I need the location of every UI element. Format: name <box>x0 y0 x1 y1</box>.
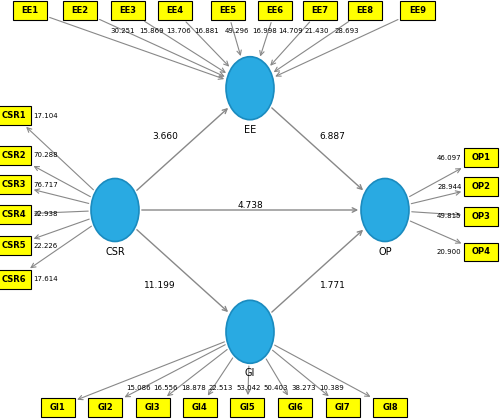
Ellipse shape <box>91 178 139 242</box>
FancyBboxPatch shape <box>0 270 31 289</box>
Text: OP3: OP3 <box>472 212 490 221</box>
Text: 49.296: 49.296 <box>224 28 249 34</box>
FancyBboxPatch shape <box>0 146 31 165</box>
FancyBboxPatch shape <box>158 1 192 20</box>
Text: GI7: GI7 <box>334 403 350 412</box>
Text: 22.938: 22.938 <box>34 211 58 217</box>
Text: 13.706: 13.706 <box>166 28 192 34</box>
Text: OP4: OP4 <box>472 247 490 257</box>
Text: 20.900: 20.900 <box>437 249 462 255</box>
FancyBboxPatch shape <box>210 1 244 20</box>
Text: OP1: OP1 <box>472 153 490 162</box>
Text: EE2: EE2 <box>72 6 88 15</box>
FancyBboxPatch shape <box>230 398 264 417</box>
Text: EE9: EE9 <box>409 6 426 15</box>
Text: EE1: EE1 <box>22 6 38 15</box>
Text: 22.513: 22.513 <box>209 385 233 391</box>
FancyBboxPatch shape <box>303 1 337 20</box>
Text: EE8: EE8 <box>356 6 374 15</box>
Text: EE: EE <box>244 125 256 135</box>
Text: CSR3: CSR3 <box>2 180 26 189</box>
Text: 4.738: 4.738 <box>237 201 263 210</box>
Text: 21.430: 21.430 <box>304 28 329 34</box>
Text: 53.042: 53.042 <box>236 385 260 391</box>
Text: 16.998: 16.998 <box>252 28 277 34</box>
Text: 10.389: 10.389 <box>319 385 344 391</box>
Ellipse shape <box>226 57 274 120</box>
Text: GI2: GI2 <box>97 403 113 412</box>
Text: 16.556: 16.556 <box>154 385 178 391</box>
FancyBboxPatch shape <box>13 1 47 20</box>
Text: 15.086: 15.086 <box>126 385 150 391</box>
FancyBboxPatch shape <box>88 398 122 417</box>
FancyBboxPatch shape <box>0 236 31 255</box>
FancyBboxPatch shape <box>326 398 360 417</box>
Text: 11.199: 11.199 <box>144 281 176 290</box>
FancyBboxPatch shape <box>110 1 144 20</box>
Text: CSR6: CSR6 <box>2 275 26 284</box>
Text: EE4: EE4 <box>166 6 184 15</box>
Text: OP: OP <box>378 247 392 257</box>
Ellipse shape <box>361 178 409 242</box>
FancyBboxPatch shape <box>464 148 498 167</box>
Text: 28.693: 28.693 <box>335 28 359 34</box>
Text: EE7: EE7 <box>312 6 328 15</box>
FancyBboxPatch shape <box>400 1 434 20</box>
Text: 1.771: 1.771 <box>320 281 345 290</box>
Text: CSR: CSR <box>105 247 125 257</box>
Text: 50.403: 50.403 <box>264 385 288 391</box>
Text: 22.226: 22.226 <box>34 243 58 249</box>
Text: GI1: GI1 <box>50 403 66 412</box>
Text: 17.614: 17.614 <box>34 276 58 282</box>
FancyBboxPatch shape <box>40 398 74 417</box>
Text: 6.887: 6.887 <box>320 132 345 141</box>
FancyBboxPatch shape <box>63 1 97 20</box>
Text: 18.878: 18.878 <box>181 385 206 391</box>
Text: CSR1: CSR1 <box>2 111 26 120</box>
FancyBboxPatch shape <box>464 243 498 261</box>
Text: GI6: GI6 <box>287 403 303 412</box>
FancyBboxPatch shape <box>258 1 292 20</box>
FancyBboxPatch shape <box>278 398 312 417</box>
Text: 16.881: 16.881 <box>194 28 219 34</box>
Ellipse shape <box>226 300 274 363</box>
Text: 38.273: 38.273 <box>292 385 316 391</box>
Text: CSR5: CSR5 <box>2 241 26 250</box>
Text: GI5: GI5 <box>240 403 256 412</box>
Text: 30.251: 30.251 <box>110 28 134 34</box>
Text: 15.869: 15.869 <box>139 28 164 34</box>
Text: CSR2: CSR2 <box>2 151 26 160</box>
Text: 3.660: 3.660 <box>152 132 178 141</box>
FancyBboxPatch shape <box>373 398 407 417</box>
FancyBboxPatch shape <box>348 1 382 20</box>
Text: 76.717: 76.717 <box>34 182 58 188</box>
FancyBboxPatch shape <box>464 177 498 196</box>
FancyBboxPatch shape <box>0 176 31 194</box>
Text: CSR4: CSR4 <box>2 210 26 219</box>
FancyBboxPatch shape <box>183 398 217 417</box>
Text: 46.097: 46.097 <box>437 155 462 160</box>
Text: 14.709: 14.709 <box>278 28 303 34</box>
Text: EE3: EE3 <box>119 6 136 15</box>
FancyBboxPatch shape <box>0 205 31 223</box>
Text: OP2: OP2 <box>472 182 490 192</box>
FancyBboxPatch shape <box>0 106 31 125</box>
Text: 17.104: 17.104 <box>34 113 58 118</box>
Text: GI3: GI3 <box>144 403 160 412</box>
Text: GI4: GI4 <box>192 403 208 412</box>
Text: EE6: EE6 <box>266 6 283 15</box>
Text: GI: GI <box>245 368 255 378</box>
Text: 70.288: 70.288 <box>34 152 58 158</box>
FancyBboxPatch shape <box>136 398 170 417</box>
Text: GI8: GI8 <box>382 403 398 412</box>
FancyBboxPatch shape <box>464 207 498 226</box>
Text: 28.944: 28.944 <box>437 184 462 190</box>
Text: 49.815: 49.815 <box>437 213 462 219</box>
Text: EE5: EE5 <box>219 6 236 15</box>
